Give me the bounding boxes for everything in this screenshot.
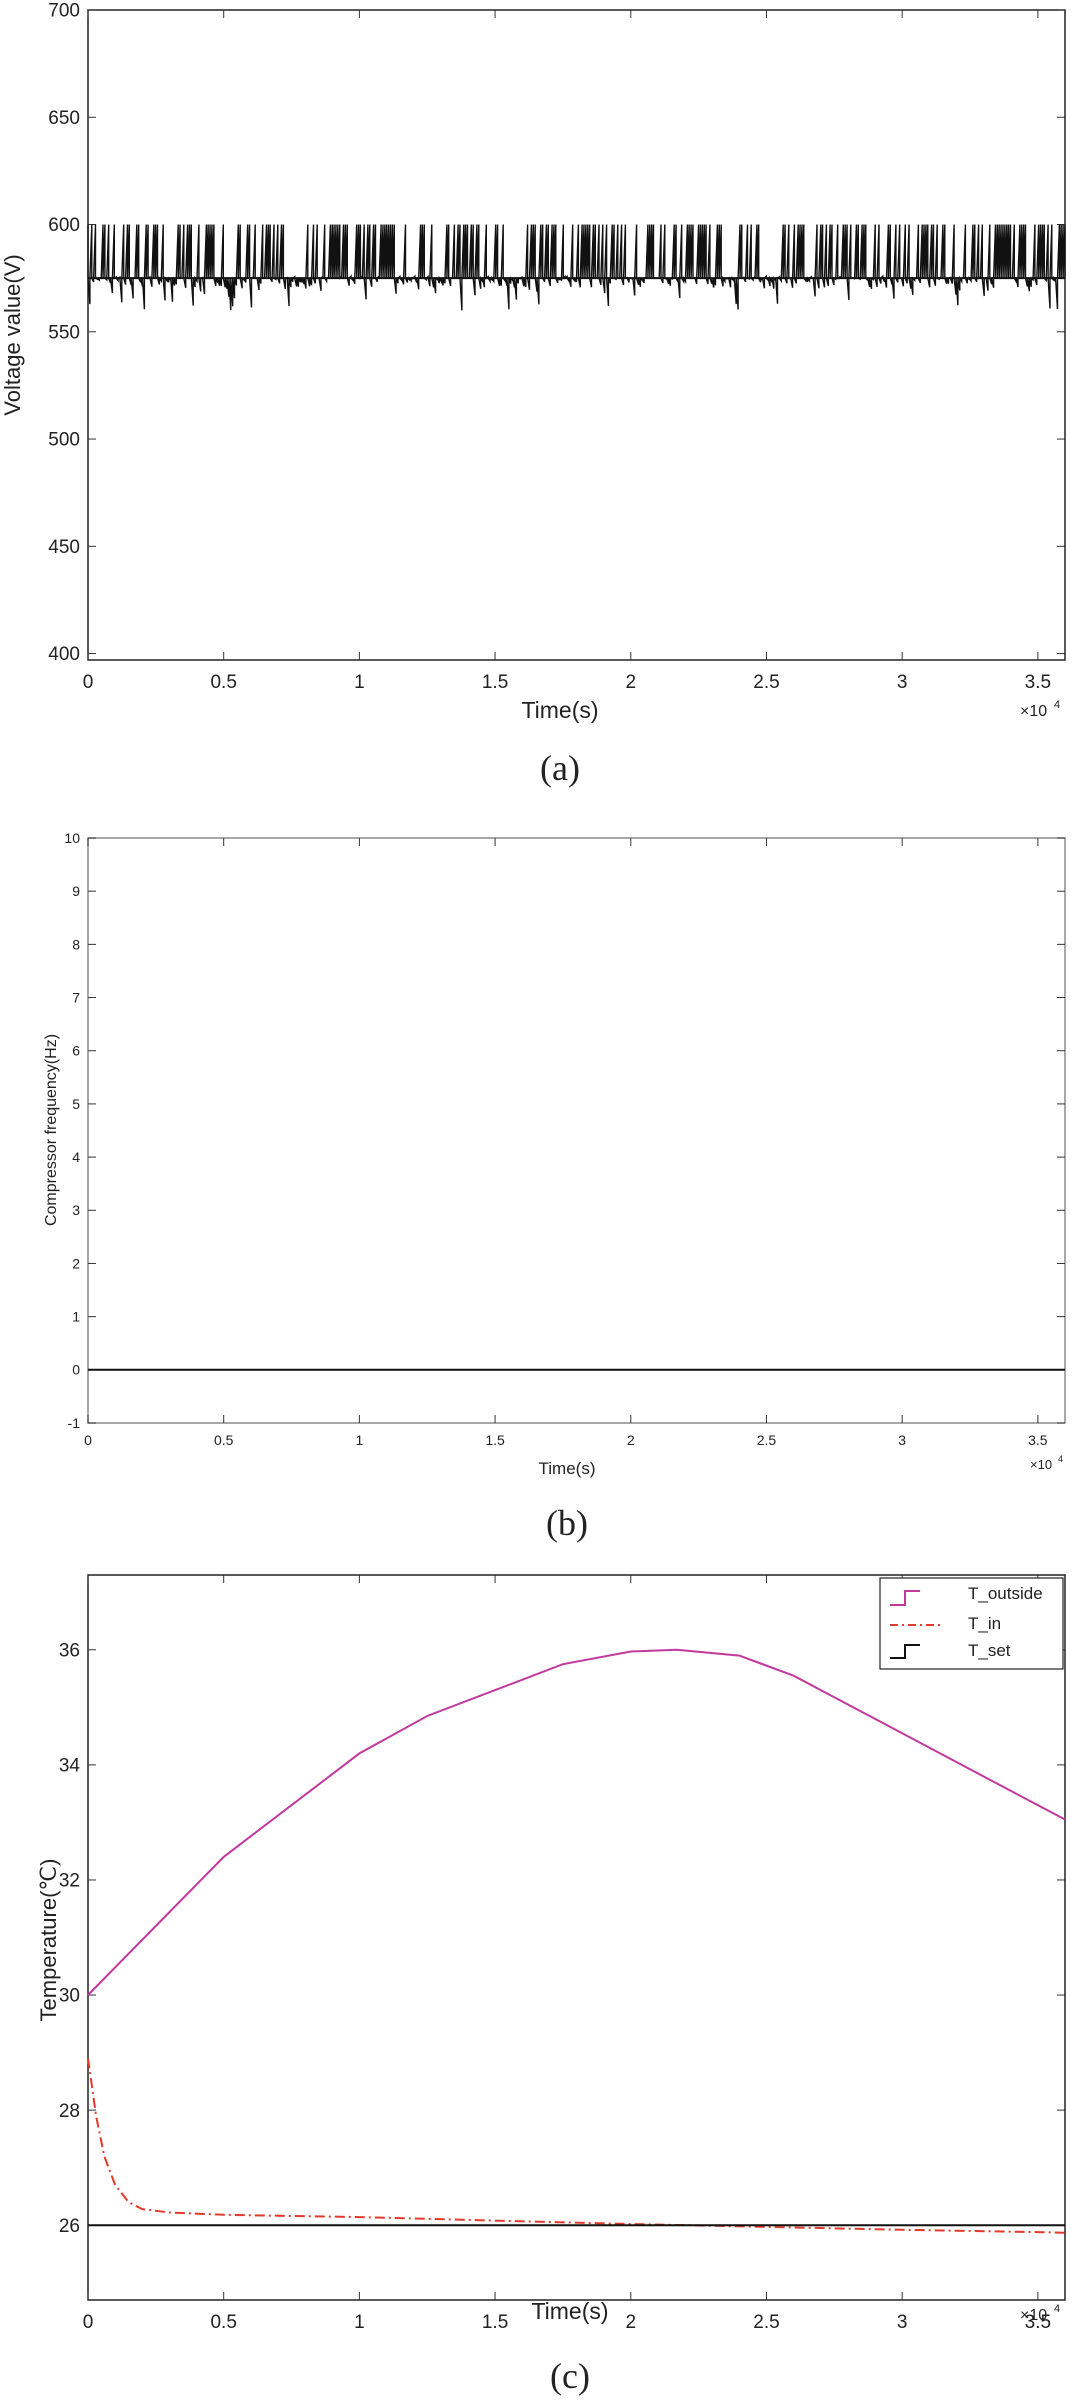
y-tick-label: 550 xyxy=(48,322,80,343)
panel-c-legend: T_outside T_in T_set xyxy=(879,1577,1064,1670)
y-tick-label: 30 xyxy=(59,1986,80,2007)
y-tick-label: 36 xyxy=(59,1640,80,1661)
x-tick-label: 2.5 xyxy=(753,2312,779,2333)
panel-a-x-exponent: ×10 4 xyxy=(1020,699,1060,720)
y-tick-label: 500 xyxy=(48,430,80,451)
legend-label-t-set: T_set xyxy=(968,1641,1011,1660)
x-tick-label: 1.5 xyxy=(482,672,508,693)
x-tick-label: 2 xyxy=(625,672,636,693)
y-tick-label: 7 xyxy=(72,989,80,1005)
y-tick-label: 0 xyxy=(72,1362,80,1378)
y-tick-label: 8 xyxy=(72,936,80,952)
x-tick-label: 3 xyxy=(897,672,908,693)
x-tick-label: 0 xyxy=(83,2312,94,2333)
x-tick-label: 0 xyxy=(83,672,94,693)
x-tick-label: 1 xyxy=(355,1432,363,1448)
svg-text:×10: ×10 xyxy=(1020,703,1047,720)
x-tick-label: 3.5 xyxy=(1025,672,1051,693)
x-tick-label: 0.5 xyxy=(210,672,236,693)
panel-b-x-axis-label: Time(s) xyxy=(539,1459,596,1478)
legend-label-t-outside: T_outside xyxy=(968,1584,1043,1603)
y-tick-label: -1 xyxy=(68,1415,81,1431)
x-tick-label: 3 xyxy=(898,1432,906,1448)
svg-text:4: 4 xyxy=(1054,2303,1060,2315)
panel-c-lines xyxy=(87,1648,1066,2234)
y-tick-label: 650 xyxy=(48,108,80,129)
panel-c: 26 28 30 32 34 36 0 0.5 1 1.5 2 2.5 3 3.5 T_outside … xyxy=(36,1574,1066,2396)
y-tick-label: 32 xyxy=(59,1871,80,1892)
panel-c-y-axis-label: Temperature(℃) xyxy=(36,1859,61,2022)
legend-swatch-t-set xyxy=(890,1644,920,1659)
panel-b-plot-frame xyxy=(87,837,1066,1424)
y-tick-label: 4 xyxy=(72,1149,80,1165)
panel-b-x-ticks: 0 0.5 1 1.5 2 2.5 3 3.5 xyxy=(84,838,1048,1448)
panel-c-caption: (c) xyxy=(550,2356,590,2396)
voltage-signal-line xyxy=(87,224,1066,311)
panel-a: 400 450 500 550 600 650 700 0 0.5 1 1.5 2 2.5 3 3.5 T… xyxy=(0,1,1066,788)
x-tick-label: 1.5 xyxy=(482,2312,508,2333)
y-tick-label: 600 xyxy=(48,215,80,236)
y-tick-label: 450 xyxy=(48,537,80,558)
panel-c-x-axis-label: Time(s) xyxy=(531,2298,608,2324)
panel-a-plot-frame xyxy=(87,9,1066,661)
panel-a-x-ticks: 0 0.5 1 1.5 2 2.5 3 3.5 xyxy=(83,10,1051,693)
svg-text:×10: ×10 xyxy=(1020,2307,1047,2324)
svg-text:4: 4 xyxy=(1058,1454,1063,1464)
y-tick-label: 1 xyxy=(72,1309,80,1325)
x-tick-label: 1.5 xyxy=(485,1432,505,1448)
x-tick-label: 3.5 xyxy=(1025,2312,1051,2333)
y-tick-label: 34 xyxy=(59,1756,81,1777)
svg-text:×10: ×10 xyxy=(1030,1457,1052,1472)
y-tick-label: 3 xyxy=(72,1202,80,1218)
svg-text:4: 4 xyxy=(1054,699,1060,711)
legend-item-t-outside: T_outside xyxy=(890,1584,1043,1606)
panel-c-plot-frame xyxy=(87,1574,1066,2301)
legend-box xyxy=(879,1577,1064,1670)
x-tick-label: 3 xyxy=(897,2312,908,2333)
y-tick-label: 2 xyxy=(72,1255,80,1271)
legend-label-t-in: T_in xyxy=(968,1614,1001,1633)
panel-b-y-axis-label: Compressor frequency(Hz) xyxy=(43,1034,60,1226)
panel-c-x-exponent: ×10 4 xyxy=(1020,2303,1060,2324)
y-tick-label: 28 xyxy=(59,2101,80,2122)
x-tick-label: 2 xyxy=(625,2312,636,2333)
y-tick-label: 26 xyxy=(59,2216,80,2237)
x-tick-label: 2.5 xyxy=(753,672,779,693)
x-tick-label: 0.5 xyxy=(214,1432,234,1448)
panel-a-y-axis-label: Voltage value(V) xyxy=(0,254,25,415)
y-tick-label: 400 xyxy=(48,644,80,665)
x-tick-label: 1 xyxy=(354,2312,365,2333)
x-tick-label: 1 xyxy=(354,672,365,693)
panel-a-caption: (a) xyxy=(540,748,580,788)
x-tick-label: 0.5 xyxy=(210,2312,236,2333)
panel-c-x-ticks: 0 0.5 1 1.5 2 2.5 3 3.5 xyxy=(83,1575,1051,2333)
panel-b-x-exponent: ×10 4 xyxy=(1030,1454,1063,1472)
legend-item-t-in: T_in xyxy=(890,1614,1001,1633)
legend-item-t-set: T_set xyxy=(890,1641,1011,1660)
panel-a-lines xyxy=(87,224,1066,311)
panel-a-x-axis-label: Time(s) xyxy=(521,697,598,723)
y-tick-label: 10 xyxy=(64,830,80,846)
x-tick-label: 2.5 xyxy=(757,1432,777,1448)
panel-b-y-ticks: -1 0 1 2 3 4 5 6 7 8 9 10 xyxy=(64,830,1065,1431)
x-tick-label: 0 xyxy=(84,1432,92,1448)
x-tick-label: 3.5 xyxy=(1028,1432,1048,1448)
y-tick-label: 5 xyxy=(72,1096,80,1112)
legend-swatch-t-outside xyxy=(890,1590,920,1606)
y-tick-label: 700 xyxy=(48,1,80,22)
y-tick-label: 6 xyxy=(72,1043,80,1059)
panel-b-caption: (b) xyxy=(546,1503,588,1543)
y-tick-label: 9 xyxy=(72,883,80,899)
panel-a-y-ticks: 400 450 500 550 600 650 700 xyxy=(48,1,1065,665)
panel-c-y-ticks: 26 28 30 32 34 36 xyxy=(59,1640,1065,2237)
x-tick-label: 2 xyxy=(627,1432,635,1448)
t-in-line xyxy=(87,2058,1066,2234)
t-outside-line xyxy=(87,1648,1066,1996)
